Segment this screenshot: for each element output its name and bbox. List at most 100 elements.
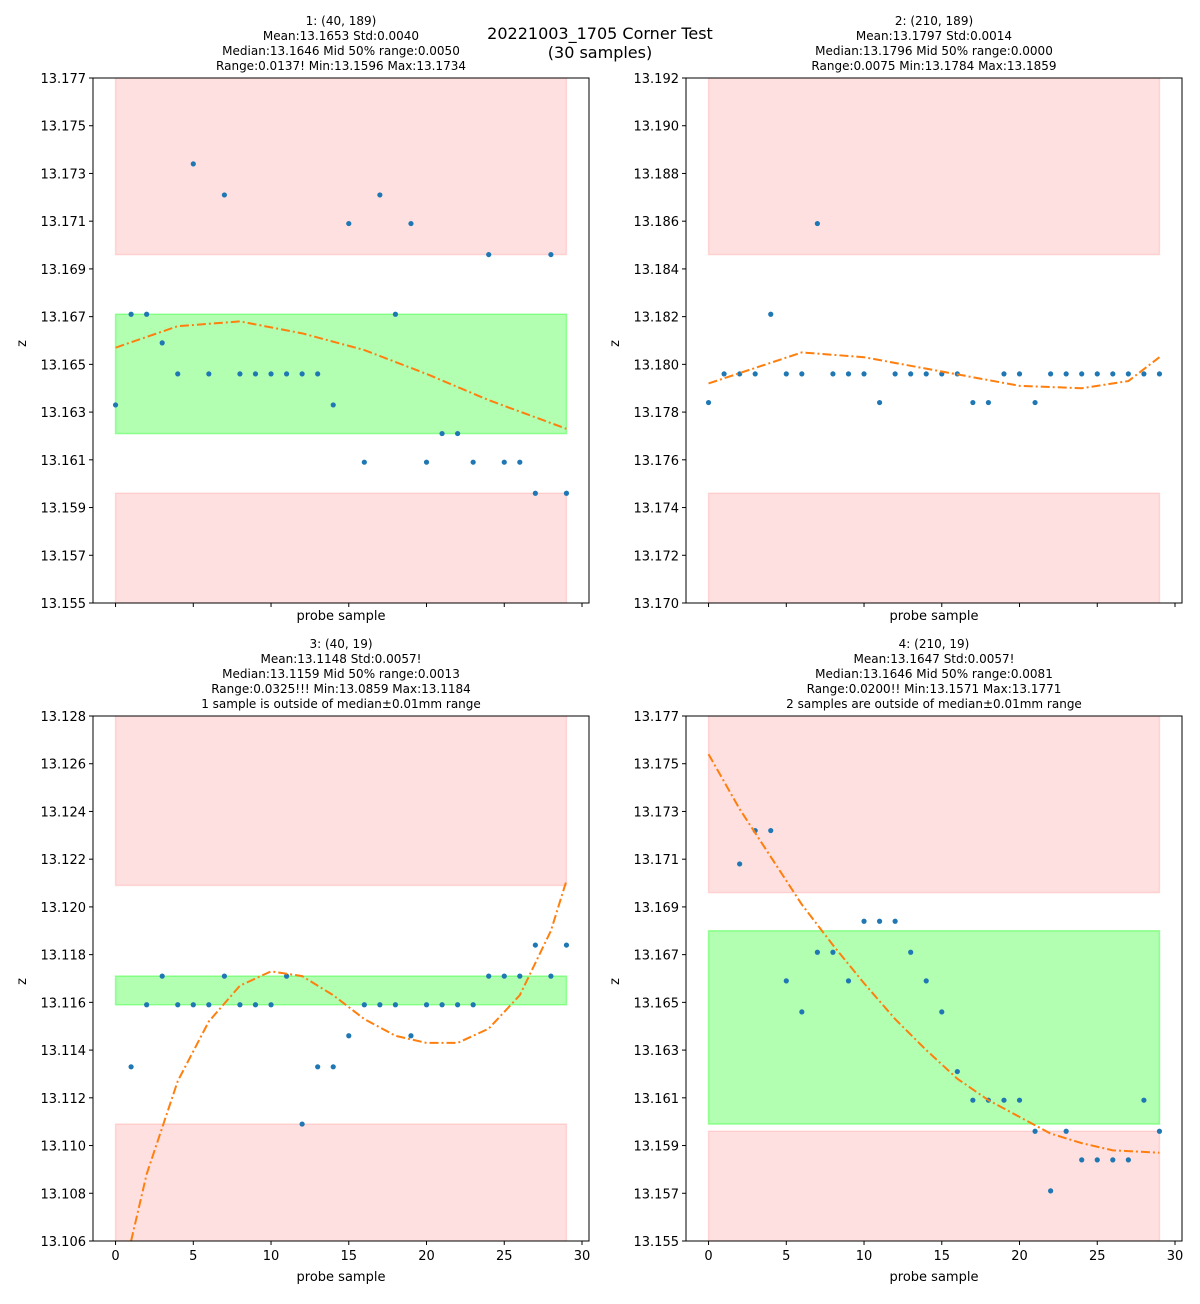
- data-point: [299, 371, 305, 377]
- y-tick-label: 13.180: [634, 358, 680, 373]
- y-tick-label: 13.186: [634, 215, 680, 230]
- data-point: [346, 1033, 352, 1039]
- data-point: [517, 973, 523, 979]
- data-point: [814, 220, 820, 227]
- y-tick-label: 13.174: [634, 502, 680, 517]
- data-point: [1032, 1128, 1038, 1134]
- data-point: [723, 716, 726, 717]
- y-tick-label: 13.163: [41, 406, 87, 421]
- subplot-title: Mean:13.1148 Std:0.0057!: [261, 652, 422, 666]
- data-point: [908, 949, 914, 955]
- data-point: [1079, 371, 1085, 377]
- subplot-title: 2: (210, 189): [895, 14, 973, 28]
- range-band: [114, 1123, 568, 1241]
- data-point: [221, 192, 227, 198]
- data-point: [346, 220, 352, 227]
- data-point: [486, 973, 492, 979]
- x-tick-label: 25: [1089, 1249, 1106, 1264]
- y-tick-label: 13.155: [634, 1235, 680, 1250]
- subplot-title: 3: (40, 19): [309, 637, 372, 651]
- data-point: [876, 918, 883, 924]
- data-point: [377, 192, 383, 198]
- x-tick-label: 30: [1167, 1249, 1184, 1264]
- x-tick-label: 15: [341, 1249, 358, 1264]
- y-tick-label: 13.157: [634, 1187, 680, 1202]
- data-point: [190, 161, 196, 167]
- data-point: [970, 1097, 976, 1103]
- y-tick-label: 13.172: [634, 549, 680, 564]
- data-point: [517, 459, 523, 465]
- plot-area: [705, 78, 1163, 603]
- data-point: [455, 1002, 461, 1008]
- x-tick-label: 5: [782, 1249, 790, 1264]
- data-point: [159, 340, 165, 346]
- data-point: [985, 399, 992, 406]
- range-band: [114, 313, 568, 435]
- y-tick-label: 13.173: [41, 167, 87, 182]
- y-tick-label: 13.116: [41, 996, 87, 1011]
- subplot-title: 2 samples are outside of median±0.01mm r…: [786, 697, 1082, 711]
- data-point: [954, 1068, 960, 1075]
- y-tick-label: 13.192: [634, 72, 680, 87]
- data-point: [1094, 371, 1100, 377]
- y-tick-label: 13.106: [41, 1235, 87, 1250]
- data-point: [752, 371, 758, 377]
- data-point: [768, 827, 774, 834]
- data-point: [1141, 371, 1147, 377]
- data-point: [923, 371, 929, 377]
- y-tick-label: 13.184: [634, 263, 680, 278]
- subplot: 13.106 13.108 13.110 13.112 13.114 13.116 13.1…: [15, 637, 590, 1285]
- y-tick-label: 13.177: [41, 72, 87, 87]
- y-tick-label: 13.157: [41, 549, 87, 564]
- y-tick-label: 13.178: [634, 406, 680, 421]
- data-point: [128, 311, 134, 317]
- data-point: [814, 949, 820, 955]
- data-point: [923, 978, 929, 984]
- data-point: [423, 459, 430, 465]
- data-point: [392, 1002, 399, 1008]
- data-point: [1063, 1128, 1069, 1134]
- data-point: [1016, 1097, 1023, 1103]
- data-point: [128, 1064, 134, 1070]
- data-point: [861, 918, 867, 924]
- data-point: [1125, 1157, 1131, 1163]
- y-tick-label: 13.171: [41, 215, 87, 230]
- data-point: [1016, 371, 1023, 377]
- y-tick-label: 13.169: [41, 263, 87, 278]
- subplot-title: 1 sample is outside of median±0.01mm ran…: [201, 697, 481, 711]
- range-band: [707, 1130, 1161, 1241]
- subplot-title: 1: (40, 189): [306, 14, 377, 28]
- range-band: [707, 716, 1161, 894]
- y-tick-label: 13.165: [41, 358, 87, 373]
- data-point: [206, 371, 212, 377]
- y-tick-label: 13.173: [634, 805, 680, 820]
- data-point: [548, 251, 554, 258]
- data-point: [737, 861, 743, 867]
- data-point: [175, 1002, 181, 1008]
- x-tick-label: 0: [704, 1249, 712, 1264]
- y-tick-label: 13.167: [634, 949, 680, 964]
- data-point: [799, 1009, 805, 1015]
- x-tick-label: 10: [856, 1249, 873, 1264]
- data-point: [532, 942, 538, 948]
- subplot-title: Mean:13.1797 Std:0.0014: [856, 29, 1012, 43]
- y-tick-label: 13.175: [634, 758, 680, 773]
- data-point: [455, 430, 461, 437]
- fit-curve: [707, 753, 1160, 1154]
- y-tick-label: 13.167: [41, 311, 87, 326]
- data-point: [268, 1002, 274, 1008]
- range-band: [707, 78, 1161, 256]
- data-point: [486, 251, 492, 258]
- data-point: [721, 371, 727, 377]
- x-axis-label: probe sample: [890, 1270, 979, 1285]
- data-point: [830, 371, 836, 377]
- data-point: [159, 973, 165, 979]
- data-point: [439, 1002, 445, 1008]
- y-tick-label: 13.124: [41, 805, 87, 820]
- y-tick-label: 13.176: [634, 454, 680, 469]
- subplot: 13.170 13.172 13.174 13.176 13.178 13.180 13.1…: [608, 14, 1183, 624]
- data-point: [1048, 1188, 1054, 1194]
- x-tick-label: 10: [263, 1249, 280, 1264]
- y-tick-label: 13.114: [41, 1044, 87, 1059]
- x-axis-label: probe sample: [890, 609, 979, 624]
